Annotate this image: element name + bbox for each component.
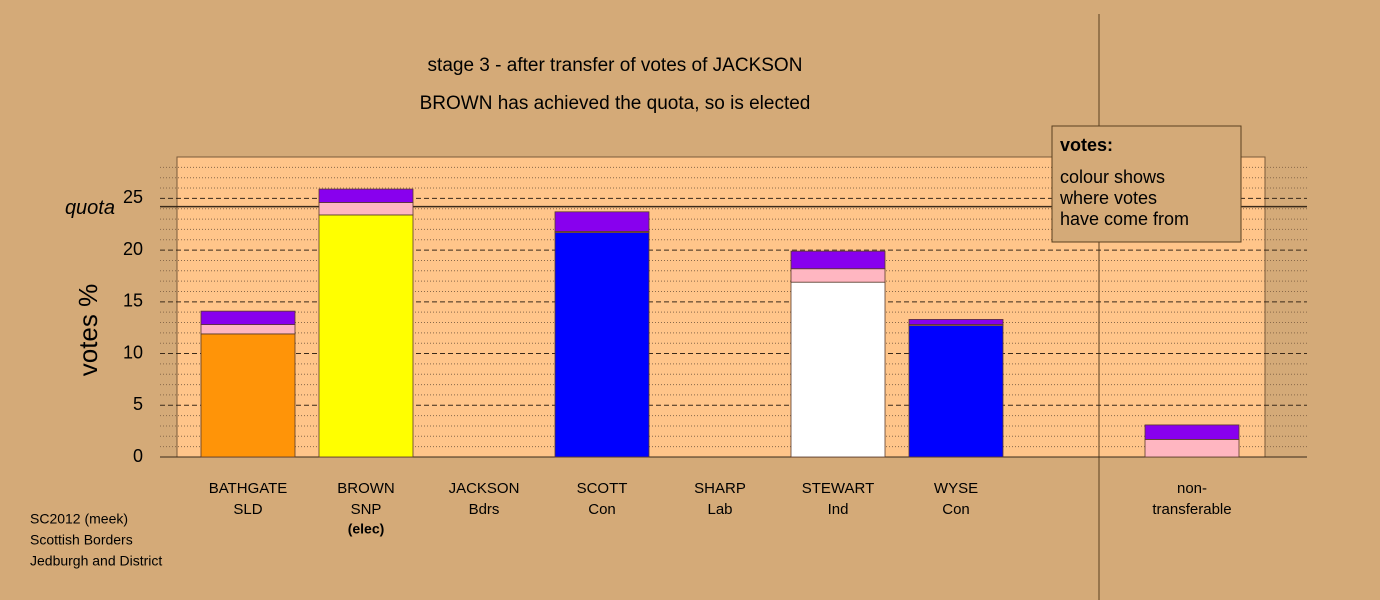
x-tick-label: JACKSON xyxy=(449,480,520,497)
y-tick-label: 15 xyxy=(123,291,143,311)
x-tick-label: STEWART xyxy=(802,480,875,497)
x-tick-label: SHARP xyxy=(694,480,746,497)
x-tick-label: SCOTT xyxy=(577,480,628,497)
x-tick-label: Con xyxy=(942,501,970,518)
y-tick-label: 25 xyxy=(123,187,143,207)
bar-segment xyxy=(790,281,886,458)
footer: Jedburgh and District xyxy=(30,553,162,569)
x-tick-label: BATHGATE xyxy=(209,480,288,497)
chart-subtitle: BROWN has achieved the quota, so is elec… xyxy=(420,93,811,114)
bar-segment xyxy=(1144,439,1240,458)
bar-segment xyxy=(554,232,650,458)
note: (elec) xyxy=(348,521,385,537)
x-tick-label: Lab xyxy=(707,501,732,518)
bar-segment xyxy=(908,319,1004,325)
bar-segment xyxy=(200,310,296,325)
bar-segment xyxy=(908,325,1004,458)
y-axis-label: votes % xyxy=(73,284,103,377)
bar-segment xyxy=(1144,424,1240,440)
y-tick-label: 10 xyxy=(123,342,143,362)
bar-segment xyxy=(554,211,650,232)
legend-text: where votes xyxy=(1059,188,1157,208)
bar-segment xyxy=(200,333,296,458)
footer: Scottish Borders xyxy=(30,532,133,548)
x-tick-label: Bdrs xyxy=(469,501,500,518)
chart-title: stage 3 - after transfer of votes of JAC… xyxy=(428,55,803,76)
x-tick-label: SLD xyxy=(233,501,262,518)
legend xyxy=(1051,125,1242,243)
legend-title: votes: xyxy=(1060,135,1113,155)
x-tick-label: Con xyxy=(588,501,616,518)
x-tick-label: SNP xyxy=(351,501,382,518)
bar-segment xyxy=(318,188,414,203)
y-tick-label: 20 xyxy=(123,239,143,259)
x-tick-label: non- xyxy=(1177,480,1207,497)
bar-segment xyxy=(790,250,886,270)
x-tick-label: BROWN xyxy=(337,480,395,497)
legend-text: colour shows xyxy=(1060,167,1165,187)
y-tick-label: 0 xyxy=(133,446,143,466)
x-tick-label: transferable xyxy=(1152,501,1231,518)
bar-segment xyxy=(318,214,414,458)
bar-segment xyxy=(790,268,886,283)
x-tick-label: Ind xyxy=(828,501,849,518)
legend-text: have come from xyxy=(1060,209,1189,229)
x-tick-label: WYSE xyxy=(934,480,978,497)
bar-segment xyxy=(200,324,296,335)
footer: SC2012 (meek) xyxy=(30,511,128,527)
bar-segment xyxy=(318,202,414,216)
y-tick-label: 5 xyxy=(133,394,143,414)
quota-label: quota xyxy=(65,197,115,219)
